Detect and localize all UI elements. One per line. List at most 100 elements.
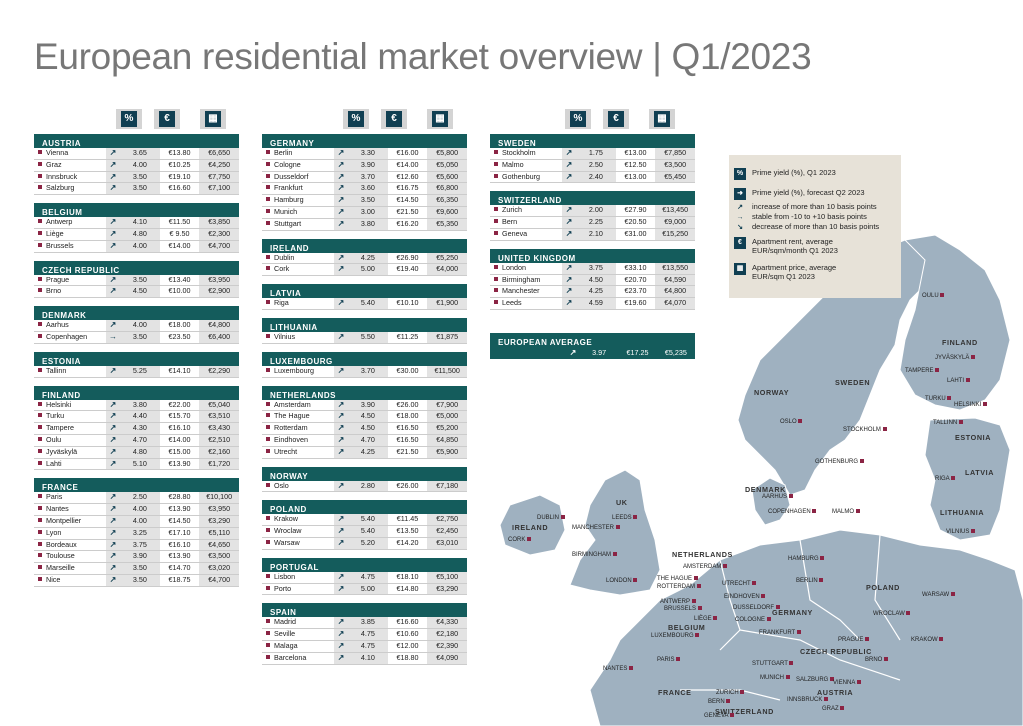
- prime-yield: 3.90: [120, 551, 160, 563]
- map-city-cork: CORK: [508, 537, 532, 543]
- prime-yield: 3.85: [348, 617, 388, 629]
- prime-yield: 3.70: [348, 171, 388, 183]
- city-name: Oulu: [34, 435, 106, 446]
- apartment-price: €6,400: [199, 331, 240, 343]
- apartment-rent: €26.90: [387, 252, 428, 264]
- city-name: Cork: [262, 264, 334, 275]
- apartment-price: €5,800: [427, 148, 468, 159]
- city-name: Tampere: [34, 423, 106, 434]
- apartment-rent: €19.10: [159, 171, 200, 183]
- prime-yield: 4.50: [348, 411, 388, 423]
- apartment-rent: €14.10: [159, 365, 200, 377]
- city-row-nice: Nice ↗ 3.50 €18.75 €4,700: [34, 574, 240, 587]
- map-city-dublin: DUBLIN: [537, 515, 565, 521]
- apartment-price: €2,750: [427, 514, 468, 526]
- apartment-rent: €10.00: [159, 286, 200, 298]
- map-country-finland: FINLAND: [942, 338, 978, 347]
- apartment-rent: €18.00: [387, 411, 428, 423]
- country-header: PORTUGAL: [262, 557, 467, 572]
- city-row-aarhus: Aarhus ↗ 4.00 €18.00 €4,800: [34, 320, 240, 332]
- apartment-rent: €23.50: [159, 331, 200, 343]
- city-name: Cologne: [262, 160, 334, 171]
- european-average-row: ↗ 3.97 €17.25 €5,235: [490, 347, 695, 359]
- yield-trend-arrow: ↗: [106, 217, 120, 228]
- map-city-utrecht: UTRECHT: [722, 581, 757, 587]
- apartment-price: €7,900: [427, 399, 468, 411]
- apartment-rent: €13.90: [159, 458, 200, 470]
- city-name: Amsterdam: [262, 400, 334, 411]
- yield-trend-arrow: ↗: [106, 411, 120, 423]
- city-row-bern: Bern ↗ 2.25 €20.50 €9,000: [490, 217, 696, 229]
- yield-trend-arrow: ↗: [106, 539, 120, 551]
- city-marker-icon: [884, 657, 889, 662]
- apartment-rent: €14.00: [159, 434, 200, 446]
- yield-trend-arrow: ↗: [106, 365, 120, 377]
- map-country-ireland: IRELAND: [512, 523, 549, 532]
- euro-icon: €: [734, 237, 746, 249]
- map-city-aarhus: AARHUS: [762, 494, 793, 500]
- yield-trend-arrow: ↗: [334, 583, 348, 595]
- yield-trend-arrow: ↗: [562, 217, 576, 228]
- city-row-jyvaskyla: Jyväskylä ↗ 4.80 €15.00 €2,160: [34, 446, 240, 459]
- yield-trend-arrow: ↗: [562, 159, 576, 171]
- prime-yield: 1.75: [576, 148, 616, 159]
- city-marker-icon: [676, 657, 681, 662]
- country-block-denmark: DENMARK Aarhus ↗ 4.00 €18.00 €4,800 Copenhagen…: [34, 306, 240, 344]
- apartment-rent: €13.90: [159, 551, 200, 563]
- apartment-price: €3,500: [655, 159, 696, 171]
- prime-yield: 4.50: [348, 423, 388, 434]
- city-name: Oslo: [262, 481, 334, 492]
- percent-icon: %: [348, 111, 364, 127]
- city-name: Berlin: [262, 148, 334, 159]
- map-country-belgium: BELGIUM: [668, 623, 706, 632]
- prime-yield: 2.10: [576, 228, 616, 240]
- city-name: Dusseldorf: [262, 172, 334, 183]
- map-country-austria: AUSTRIA: [817, 688, 854, 697]
- prime-yield: 5.25: [120, 365, 160, 377]
- city-row-tampere: Tampere ↗ 4.30 €16.10 €3,430: [34, 423, 240, 435]
- apartment-rent: €26.00: [387, 399, 428, 411]
- apartment-rent: €19.40: [387, 264, 428, 276]
- column-header-1: % € ▦: [110, 109, 240, 129]
- country-header: DENMARK: [34, 306, 239, 321]
- map-city-berlin: BERLIN: [796, 578, 824, 584]
- city-marker-icon: [965, 378, 970, 383]
- country-header: LATVIA: [262, 284, 467, 299]
- yield-trend-arrow: ↗: [334, 331, 348, 343]
- city-row-krakow: Krakow ↗ 5.40 €11.45 €2,750: [262, 514, 468, 527]
- apartment-rent: €14.50: [387, 195, 428, 206]
- city-row-stuttgart: Stuttgart ↗ 3.80 €16.20 €5,350: [262, 218, 468, 231]
- european-average-label: EUROPEAN AVERAGE: [490, 333, 695, 347]
- euro-icon: €: [608, 111, 624, 127]
- yield-trend-arrow: ↗: [334, 446, 348, 458]
- apartment-rent: €14.80: [387, 583, 428, 595]
- city-name: Lahti: [34, 459, 106, 470]
- city-name: Graz: [34, 160, 106, 171]
- calculator-icon: ▦: [734, 263, 746, 275]
- apartment-rent: €18.75: [159, 574, 200, 586]
- apartment-price: €4,850: [427, 434, 468, 446]
- city-name: Malaga: [262, 641, 334, 652]
- map-city-dusseldorf: DUSSELDORF: [733, 605, 780, 611]
- city-name: Vienna: [34, 148, 106, 159]
- apartment-rent: €16.75: [387, 183, 428, 195]
- arrow-right-icon: ➜: [734, 188, 746, 200]
- prime-yield: 3.90: [348, 399, 388, 411]
- city-row-barcelona: Barcelona ↗ 4.10 €18.80 €4,090: [262, 652, 468, 665]
- city-marker-icon: [830, 677, 835, 682]
- apartment-rent: €16.50: [387, 423, 428, 434]
- apartment-price: €5,100: [427, 571, 468, 583]
- prime-yield: 3.50: [120, 183, 160, 195]
- apartment-rent: €20.70: [615, 274, 656, 286]
- city-row-brno: Brno ↗ 4.50 €10.00 €2,900: [34, 286, 240, 299]
- city-row-malmo: Malmo ↗ 2.50 €12.50 €3,500: [490, 159, 696, 172]
- apartment-price: €5,350: [427, 218, 468, 230]
- prime-yield: 5.00: [348, 264, 388, 276]
- apartment-rent: €11.45: [387, 514, 428, 526]
- yield-trend-arrow: ↗: [106, 286, 120, 298]
- map-city-vilnius: VILNIUS: [946, 529, 976, 535]
- prime-yield: 5.40: [348, 514, 388, 526]
- yield-trend-arrow: ↗: [106, 551, 120, 563]
- yield-trend-arrow: ↗: [106, 171, 120, 183]
- city-row-bordeaux: Bordeaux ↗ 3.75 €16.10 €4,650: [34, 539, 240, 552]
